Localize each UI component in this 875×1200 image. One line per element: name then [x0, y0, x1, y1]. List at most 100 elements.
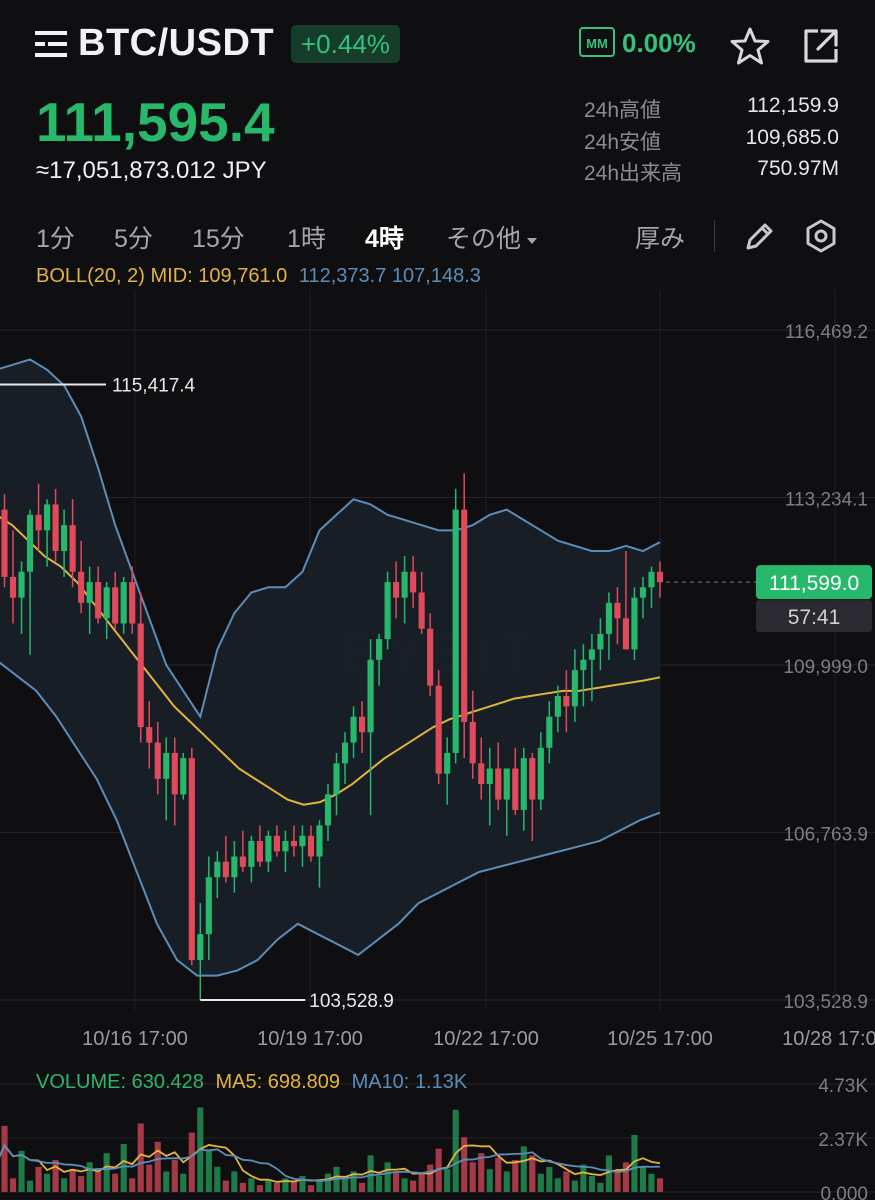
candle: [444, 752, 451, 774]
tab-more[interactable]: その他: [446, 219, 539, 255]
candle: [512, 768, 519, 810]
candle: [614, 602, 621, 619]
stat-label-low: 24h安値: [584, 131, 662, 154]
stat-value-volume: 750.97M: [757, 157, 839, 180]
caret-down-icon: [527, 238, 538, 244]
star-icon[interactable]: [729, 25, 771, 67]
volume-bar: [112, 1173, 119, 1192]
candle: [248, 840, 255, 867]
tab-4h[interactable]: 4時: [365, 225, 404, 253]
volume-bar: [367, 1155, 374, 1192]
candle: [588, 649, 595, 660]
menu-icon[interactable]: [35, 30, 67, 58]
tab-1h[interactable]: 1時: [287, 225, 326, 253]
volume-bar: [222, 1180, 229, 1192]
candle: [61, 525, 68, 552]
candle: [214, 861, 221, 878]
x-axis-label: 10/16 17:00: [82, 1028, 188, 1050]
candle: [656, 571, 664, 583]
candle: [129, 582, 136, 624]
volume-bar: [316, 1180, 323, 1192]
price-jpy: ≈17,051,873.012 JPY: [36, 157, 267, 184]
volume-bar: [639, 1166, 647, 1192]
candle: [78, 571, 85, 603]
volume-bar: [239, 1182, 246, 1192]
candle: [239, 856, 246, 867]
candle: [622, 618, 630, 650]
depth-tab[interactable]: 厚み: [635, 225, 686, 253]
volume-bar: [384, 1162, 391, 1192]
candle: [486, 768, 493, 785]
candle: [120, 582, 127, 624]
candlestick-chart[interactable]: 116,469.2 113,234.1 109,999.0 106,763.9 103,…: [0, 290, 875, 1070]
candle: [307, 835, 315, 857]
candle: [605, 602, 612, 634]
candle: [333, 763, 340, 795]
volume-bar: [631, 1134, 638, 1192]
tab-1min[interactable]: 1分: [36, 225, 75, 253]
volume-bar: [18, 1150, 25, 1192]
volume-bar: [146, 1164, 153, 1192]
candle: [256, 840, 263, 862]
candle: [469, 721, 476, 764]
volume-bar: [376, 1176, 383, 1192]
volume-bar: [410, 1180, 417, 1192]
settings-icon[interactable]: [803, 218, 839, 254]
volume-bar: [265, 1180, 272, 1192]
volume-bar: [605, 1155, 612, 1192]
candle: [546, 716, 553, 748]
volume-bar: [248, 1178, 255, 1192]
volume-chart[interactable]: 4.73K 2.37K 0.000: [0, 1070, 875, 1200]
candle: [401, 571, 408, 598]
candle: [478, 763, 485, 785]
volume-bar: [137, 1123, 144, 1192]
candle: [597, 633, 604, 650]
candle: [367, 659, 374, 733]
volume-bar: [69, 1169, 76, 1192]
tab-more-label: その他: [446, 225, 522, 253]
volume-bar: [358, 1182, 366, 1192]
divider: [714, 220, 715, 252]
y-axis-label: 109,999.0: [783, 657, 868, 678]
x-axis-label: 10/28 17:00: [782, 1028, 875, 1050]
volume-bar: [495, 1157, 502, 1192]
boll-up-value: 112,373.7: [298, 265, 387, 287]
countdown-tag-text: 57:41: [788, 606, 841, 629]
volume-bar: [214, 1166, 221, 1192]
candle: [495, 768, 502, 800]
candle: [103, 587, 110, 619]
ma10-value: 1.13K: [414, 1071, 468, 1093]
volume-bar: [231, 1171, 238, 1192]
bollinger-band-fill: [0, 359, 660, 976]
volume-bar: [452, 1109, 459, 1192]
ma5-label: MA5:: [215, 1071, 263, 1093]
trading-pair[interactable]: BTC/USDT: [78, 22, 275, 64]
ma10-label: MA10:: [351, 1071, 410, 1093]
tab-5min[interactable]: 5分: [114, 225, 153, 253]
tab-15min[interactable]: 15分: [192, 225, 245, 253]
candle: [35, 514, 42, 531]
volume-bar: [614, 1171, 621, 1192]
last-price: 111,595.4: [36, 91, 275, 153]
share-icon[interactable]: [800, 25, 842, 67]
mm-value: 0.00%: [622, 28, 696, 58]
volume-bar: [580, 1164, 587, 1192]
ma5-line: [0, 1143, 661, 1183]
last-price-tag-text: 111,599.0: [769, 572, 859, 595]
change-percent-badge: +0.44%: [291, 25, 400, 63]
y-axis-label: 116,469.2: [785, 322, 868, 343]
candle: [435, 685, 442, 774]
candle: [52, 504, 59, 552]
candle: [520, 758, 527, 810]
volume-bar: [563, 1171, 570, 1192]
candle: [452, 509, 459, 753]
volume-axis-label: 0.000: [820, 1184, 868, 1200]
volume-bar: [205, 1150, 212, 1192]
pencil-icon[interactable]: [742, 220, 776, 254]
candle: [154, 742, 161, 779]
boll-legend[interactable]: BOLL(20, 2) MID: 109,761.0 112,373.7 107…: [36, 265, 481, 288]
candle: [146, 727, 153, 743]
candle: [265, 835, 272, 862]
volume-bar: [129, 1178, 136, 1192]
candle: [137, 623, 144, 728]
